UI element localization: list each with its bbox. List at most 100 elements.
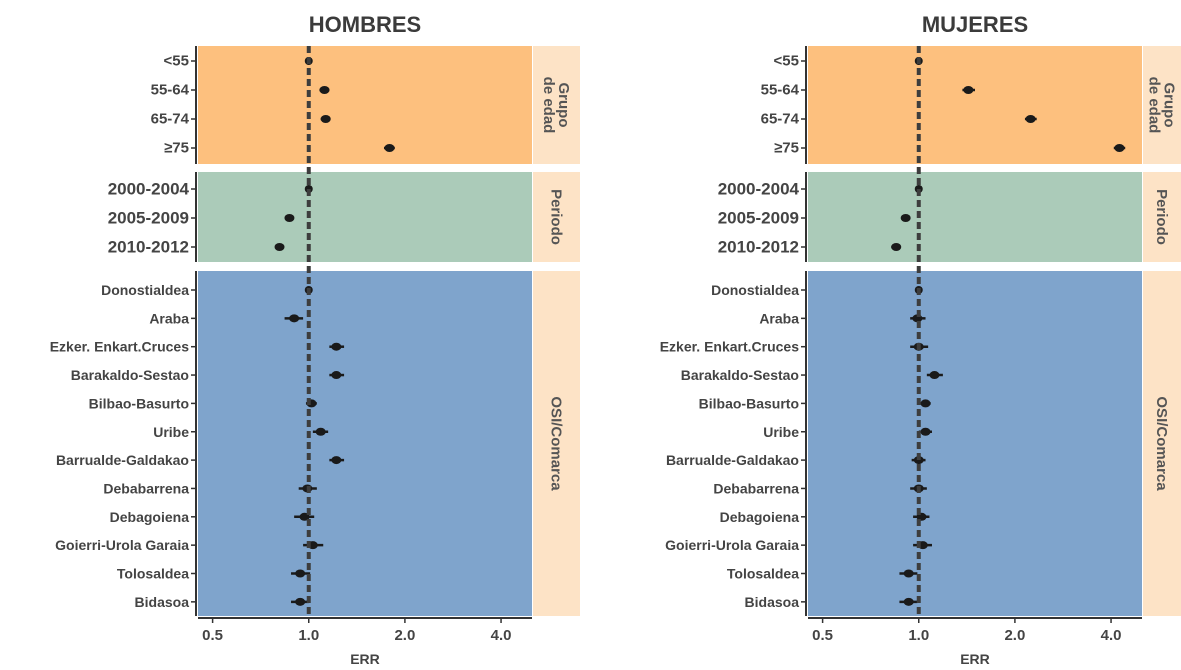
y-tick-label: 55-64 <box>151 82 190 99</box>
y-tick-label: 2000-2004 <box>108 180 190 199</box>
y-tick-label: Bidasoa <box>135 594 190 610</box>
y-tick-label: <55 <box>774 53 799 70</box>
y-tick-label: ≥75 <box>774 140 799 157</box>
y-tick-label: 65-74 <box>151 111 190 128</box>
strip-background <box>533 46 580 164</box>
point-ezker-enkart-cruces <box>331 342 342 351</box>
y-tick-label: Barakaldo-Sestao <box>681 367 799 383</box>
point-55-64 <box>963 86 974 94</box>
y-tick-label: Debabarrena <box>103 480 189 496</box>
y-tick-label: 2010-2012 <box>718 238 799 257</box>
point-tolosaldea <box>903 569 914 578</box>
y-tick-label: Bidasoa <box>745 594 800 610</box>
y-tick-label: 55-64 <box>761 82 800 99</box>
y-tick-label: Donostialdea <box>711 282 799 298</box>
y-tick-label: Ezker. Enkart.Cruces <box>50 339 190 355</box>
point-65-74 <box>1025 115 1036 123</box>
y-tick-label: Donostialdea <box>101 282 189 298</box>
strip-label: Grupo <box>1161 83 1178 128</box>
strip-background <box>1143 271 1181 616</box>
y-tick-label: <55 <box>164 53 189 70</box>
strip-label: Grupo <box>555 83 572 128</box>
y-tick-label: 2000-2004 <box>718 180 800 199</box>
point-2010-2012 <box>274 243 285 251</box>
point-barakaldo-sestao <box>331 371 342 380</box>
group-background <box>808 46 1142 164</box>
strip-label: de edad <box>1146 77 1163 134</box>
point-ge75 <box>384 144 395 152</box>
x-tick-label: 4.0 <box>491 627 512 644</box>
group-background <box>198 271 532 616</box>
y-tick-label: ≥75 <box>164 140 189 157</box>
strip-label: Periodo <box>548 189 565 245</box>
point-2005-2009 <box>284 214 295 222</box>
point-55-64 <box>319 86 330 94</box>
y-tick-label: Barrualde-Galdakao <box>666 452 799 468</box>
panel-title: HOMBRES <box>309 12 421 37</box>
point-ge75 <box>1114 144 1125 152</box>
point-barrualde-galdakao <box>913 456 924 465</box>
x-tick-label: 0.5 <box>812 627 833 644</box>
x-axis-title: ERR <box>960 651 990 667</box>
y-tick-label: Uribe <box>153 424 189 440</box>
point-bilbao-basurto <box>920 399 931 408</box>
y-tick-label: Araba <box>759 310 799 326</box>
y-tick-label: Goierri-Urola Garaia <box>665 537 799 553</box>
y-tick-label: 2010-2012 <box>108 238 189 257</box>
x-tick-label: 1.0 <box>298 627 319 644</box>
strip-background <box>1143 172 1181 262</box>
x-tick-label: 0.5 <box>202 627 223 644</box>
y-tick-label: Ezker. Enkart.Cruces <box>660 339 800 355</box>
group-background <box>808 172 1142 262</box>
point-2005-2009 <box>900 214 911 222</box>
y-tick-label: Barrualde-Galdakao <box>56 452 189 468</box>
point-bidasoa <box>295 597 306 606</box>
y-tick-label: Bilbao-Basurto <box>699 395 799 411</box>
x-tick-label: 2.0 <box>394 627 415 644</box>
point-2010-2012 <box>891 243 902 251</box>
y-tick-label: Barakaldo-Sestao <box>71 367 189 383</box>
y-tick-label: 2005-2009 <box>718 209 799 228</box>
x-tick-label: 1.0 <box>908 627 929 644</box>
group-periodo: Periodo 2000-2004 2005-2009 2010-2012 <box>108 172 580 262</box>
strip-label: OSI/Comarca <box>548 396 565 491</box>
y-tick-label: Tolosaldea <box>727 566 799 582</box>
group-background <box>198 46 532 164</box>
strip-background <box>533 271 580 616</box>
x-tick-label: 2.0 <box>1004 627 1025 644</box>
point-65-74 <box>320 115 331 123</box>
x-axis-title: ERR <box>350 651 380 667</box>
strip-label: Periodo <box>1153 189 1170 245</box>
y-tick-label: 2005-2009 <box>108 209 189 228</box>
point-araba <box>289 314 300 323</box>
y-tick-label: Debagoiena <box>110 509 190 525</box>
point-uribe <box>315 427 326 436</box>
strip-label: OSI/Comarca <box>1153 396 1170 491</box>
point-tolosaldea <box>295 569 306 578</box>
y-tick-label: Debabarrena <box>713 480 799 496</box>
panel-title: MUJERES <box>922 12 1028 37</box>
strip-background <box>1143 46 1181 164</box>
y-tick-label: Goierri-Urola Garaia <box>55 537 189 553</box>
group-background <box>808 271 1142 616</box>
y-tick-label: Bilbao-Basurto <box>89 395 189 411</box>
y-tick-label: Debagoiena <box>720 509 800 525</box>
y-tick-label: Tolosaldea <box>117 566 189 582</box>
y-tick-label: 65-74 <box>761 111 800 128</box>
x-tick-label: 4.0 <box>1101 627 1122 644</box>
point-uribe <box>920 427 931 436</box>
group-osi-comarca: OSI/Comarca Donostialdea Araba Ezker. Enkar… <box>50 271 580 616</box>
point-bidasoa <box>903 597 914 606</box>
group-osi-comarca: OSI/Comarca Donostialdea Araba Ezker. Enkar… <box>660 271 1181 616</box>
point-barakaldo-sestao <box>929 371 940 380</box>
point-barrualde-galdakao <box>331 456 342 465</box>
group-background <box>198 172 532 262</box>
strip-label: de edad <box>540 77 557 134</box>
y-tick-label: Uribe <box>763 424 799 440</box>
group-periodo: Periodo 2000-2004 2005-2009 2010-2012 <box>718 172 1181 262</box>
